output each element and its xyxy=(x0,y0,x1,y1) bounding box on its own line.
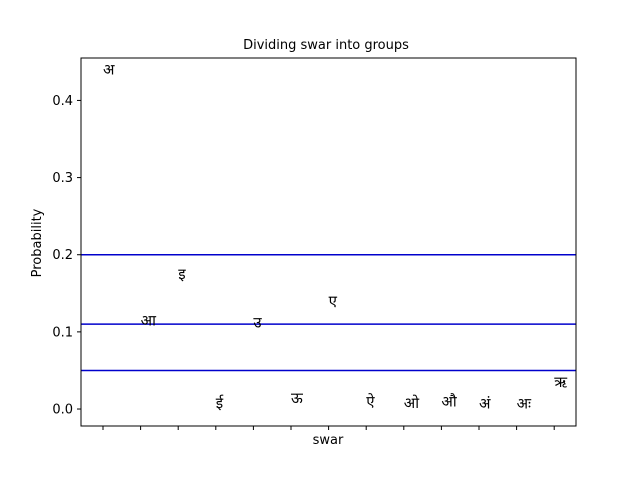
x-axis-label: swar xyxy=(313,433,344,448)
y-axis-label: Probability xyxy=(30,208,45,277)
y-axis-ticks: 0.0 0.1 0.2 0.3 0.4 xyxy=(52,94,81,418)
y-tick-label-4: 0.4 xyxy=(52,94,73,109)
chart-title: Dividing swar into groups xyxy=(243,38,409,53)
data-point-3: ई xyxy=(216,394,224,412)
y-tick-label-0: 0.0 xyxy=(52,403,73,418)
data-point-6: ए xyxy=(329,292,338,310)
x-axis-ticks xyxy=(102,426,555,430)
data-point-9: औ xyxy=(441,392,457,410)
data-point-12: ऋ xyxy=(554,373,567,391)
threshold-lines xyxy=(81,253,576,372)
data-point-0: अ xyxy=(103,61,115,79)
data-point-11: अः xyxy=(517,395,532,413)
data-point-4: उ xyxy=(253,314,262,332)
plot-area-frame xyxy=(80,57,577,427)
data-point-5: ऊ xyxy=(291,389,303,407)
y-tick-label-3: 0.3 xyxy=(52,171,73,186)
y-tick-label-2: 0.2 xyxy=(52,248,73,263)
y-tick-label-1: 0.1 xyxy=(52,325,73,340)
data-points: अ आ इ ई उ ऊ ए ऐ ओ औ अं अः ऋ xyxy=(103,61,567,413)
data-point-7: ऐ xyxy=(366,392,375,410)
data-point-8: ओ xyxy=(404,394,420,412)
data-point-10: अं xyxy=(479,395,491,413)
data-point-2: इ xyxy=(178,265,186,283)
data-point-1: आ xyxy=(141,311,157,329)
